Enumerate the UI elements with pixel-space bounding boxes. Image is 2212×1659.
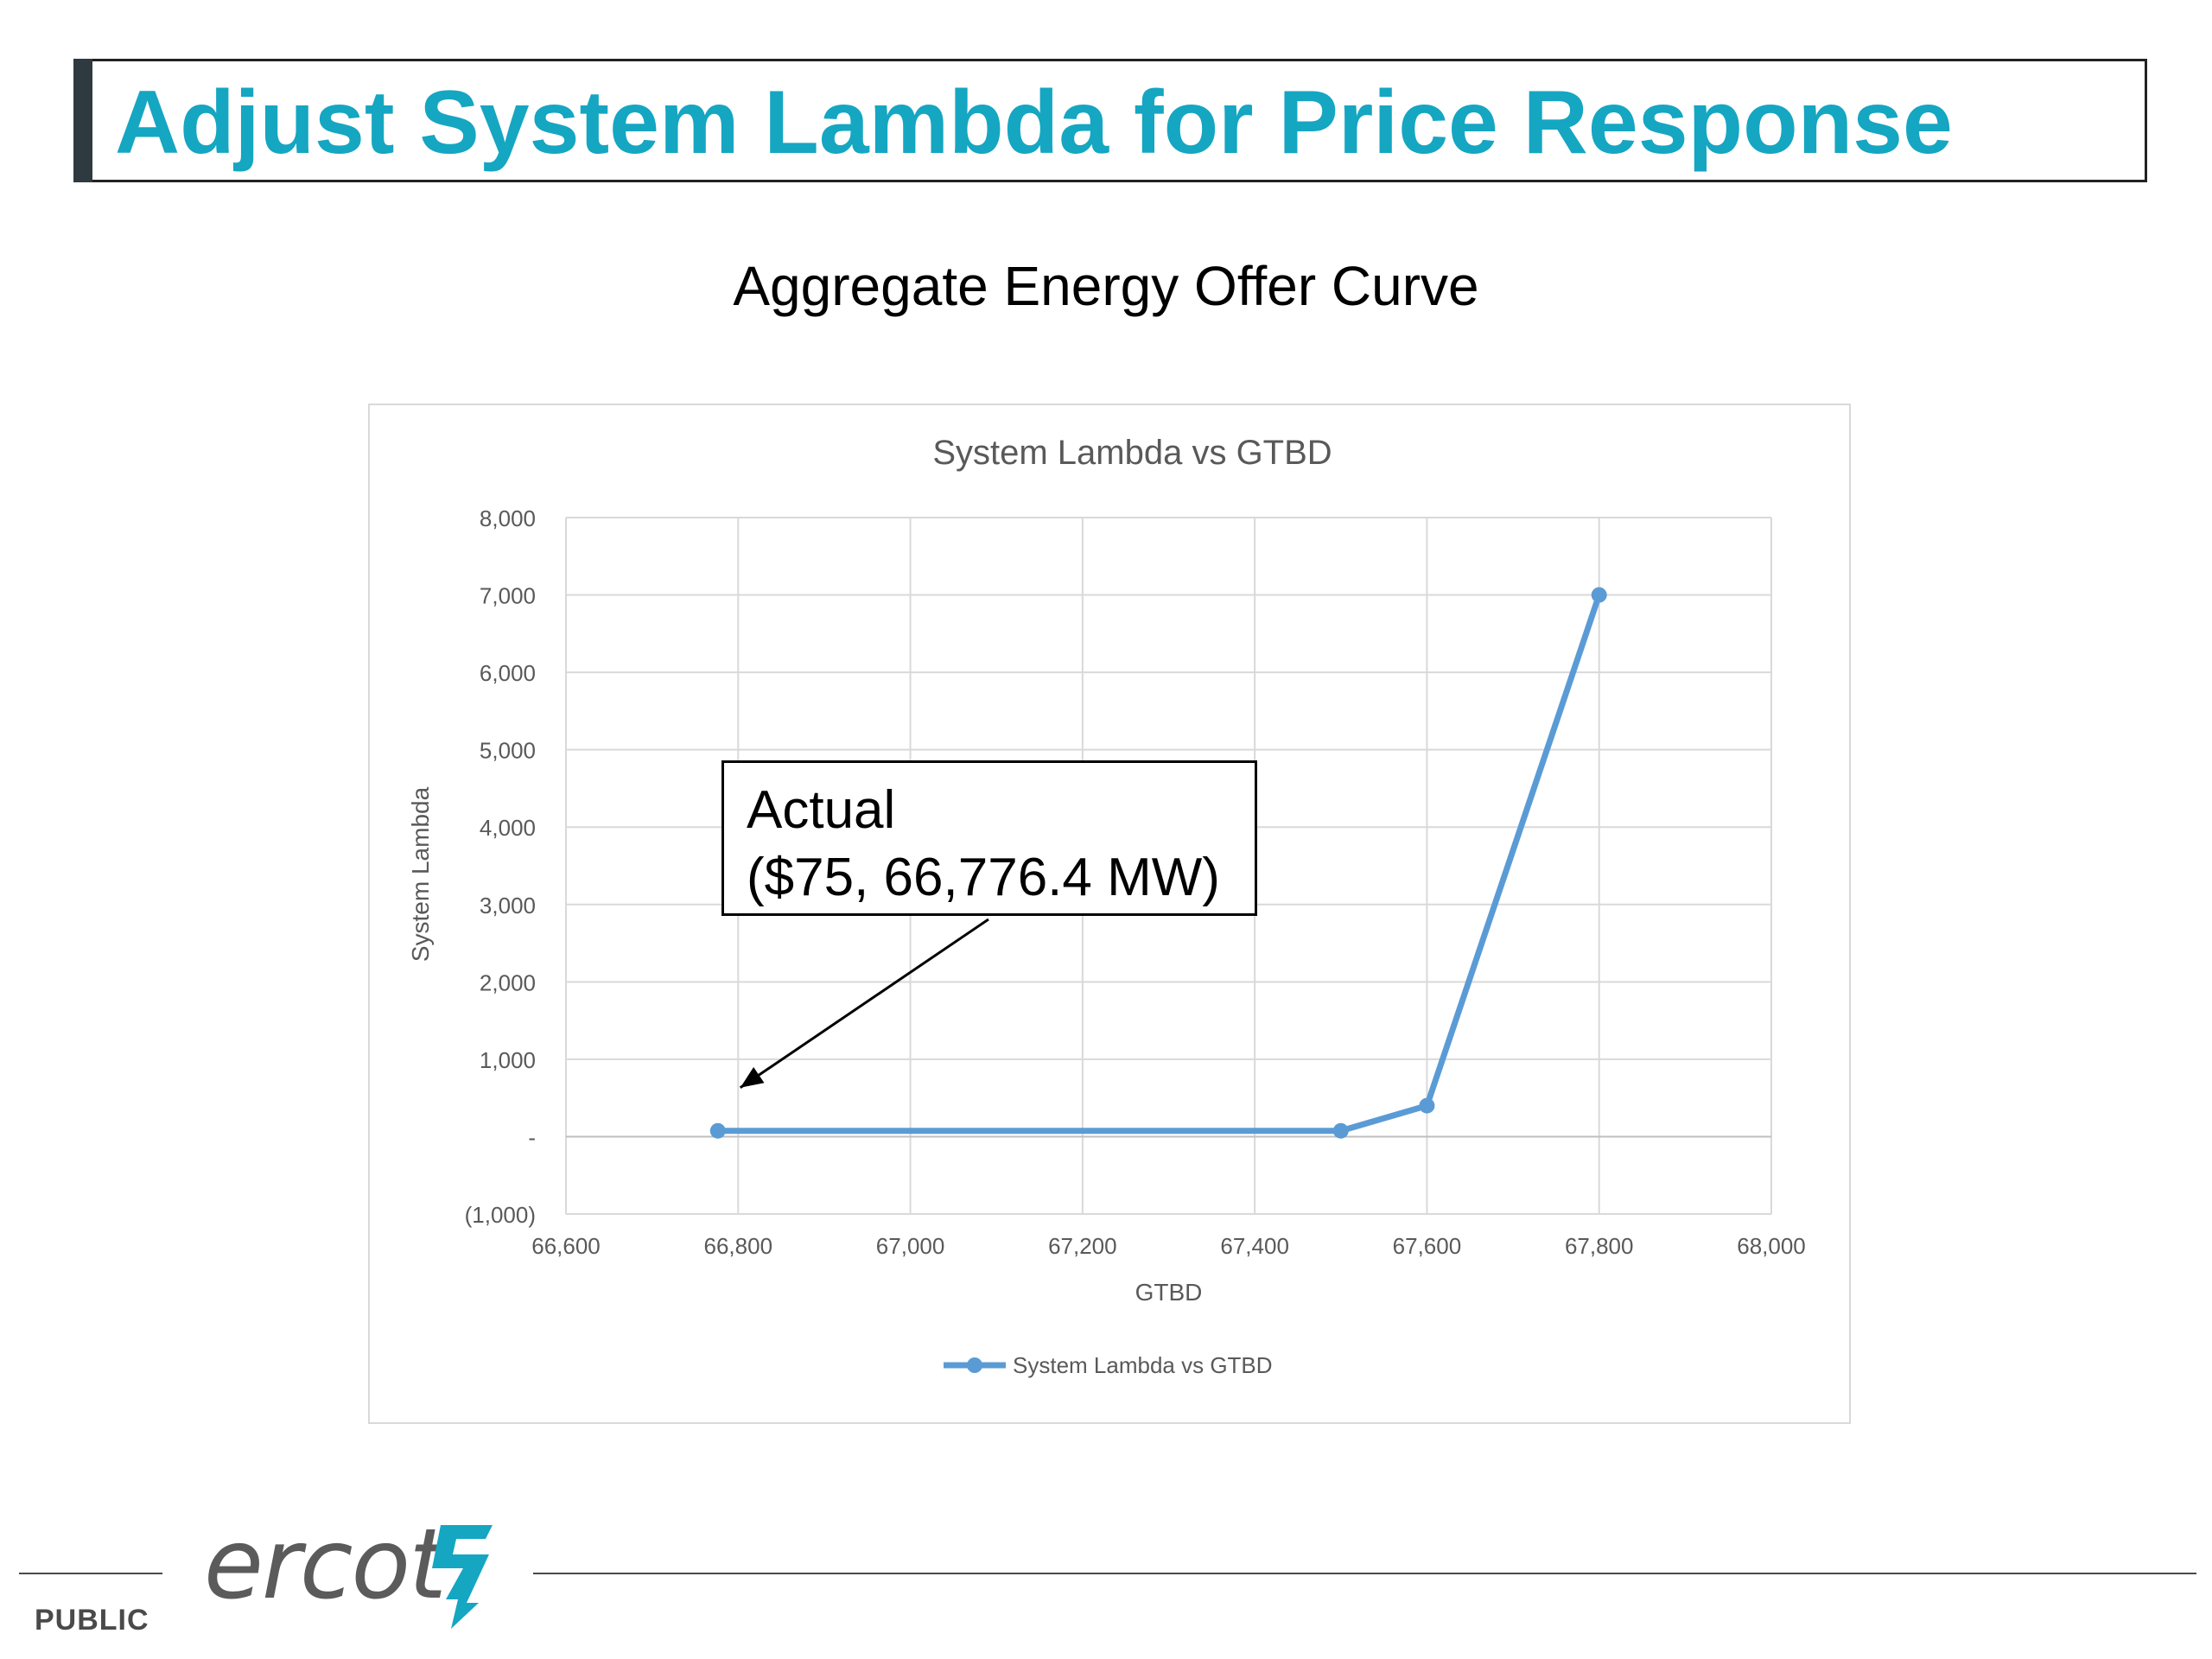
annotation-line-2: ($75, 66,776.4 MW) [747, 848, 1220, 907]
x-tick-label: 67,400 [1220, 1233, 1289, 1259]
footer-divider-right [533, 1573, 2196, 1574]
y-tick-label: 2,000 [480, 969, 536, 995]
y-tick-label: 4,000 [480, 815, 536, 841]
chart-title: System Lambda vs GTBD [932, 434, 1332, 472]
x-tick-label: 67,200 [1048, 1233, 1117, 1259]
title-box [73, 59, 2147, 182]
data-point [1332, 1122, 1349, 1139]
x-tick-label: 66,800 [704, 1233, 773, 1259]
y-tick-label: 3,000 [480, 893, 536, 918]
series-line [717, 594, 1603, 1135]
data-point [1591, 587, 1607, 603]
annotation-callout: Actual ($75, 66,776.4 MW) [721, 760, 1257, 916]
line-chart: System Lambda vs GTBD (1,000) - 1,000 2,000 3… [407, 434, 1806, 1378]
y-tick-label: 5,000 [480, 738, 536, 764]
data-point [709, 1122, 726, 1139]
footer-divider-left [19, 1573, 162, 1574]
data-point [1419, 1097, 1435, 1114]
legend-label: System Lambda vs GTBD [1013, 1352, 1273, 1378]
legend-marker-swatch [967, 1357, 982, 1373]
title-accent-bar [73, 59, 92, 182]
annotation-arrow-head [740, 1067, 765, 1088]
annotation-line-1: Actual [747, 780, 896, 840]
x-axis-label: GTBD [1135, 1279, 1203, 1306]
ercot-logo-icon [432, 1525, 493, 1629]
y-axis-label: System Lambda [407, 786, 434, 962]
y-tick-label: 6,000 [480, 660, 536, 686]
classification-label: PUBLIC [35, 1604, 149, 1637]
x-tick-label: 67,000 [876, 1233, 945, 1259]
page-title: Adjust System Lambda for Price Response [115, 73, 1953, 173]
y-tick-label: 8,000 [480, 505, 536, 531]
y-tick-label: 7,000 [480, 583, 536, 609]
x-tick-label: 68,000 [1737, 1233, 1806, 1259]
ercot-logo-text: ercot [204, 1509, 447, 1621]
slide-subtitle: Aggregate Energy Offer Curve [733, 255, 1479, 317]
y-tick-label: 1,000 [480, 1047, 536, 1073]
x-tick-label: 67,600 [1393, 1233, 1462, 1259]
y-tick-label: - [528, 1124, 536, 1150]
annotation-arrow-line [739, 918, 989, 1089]
x-tick-label: 67,800 [1565, 1233, 1634, 1259]
y-tick-label: (1,000) [465, 1202, 536, 1228]
x-tick-label: 66,600 [531, 1233, 601, 1259]
